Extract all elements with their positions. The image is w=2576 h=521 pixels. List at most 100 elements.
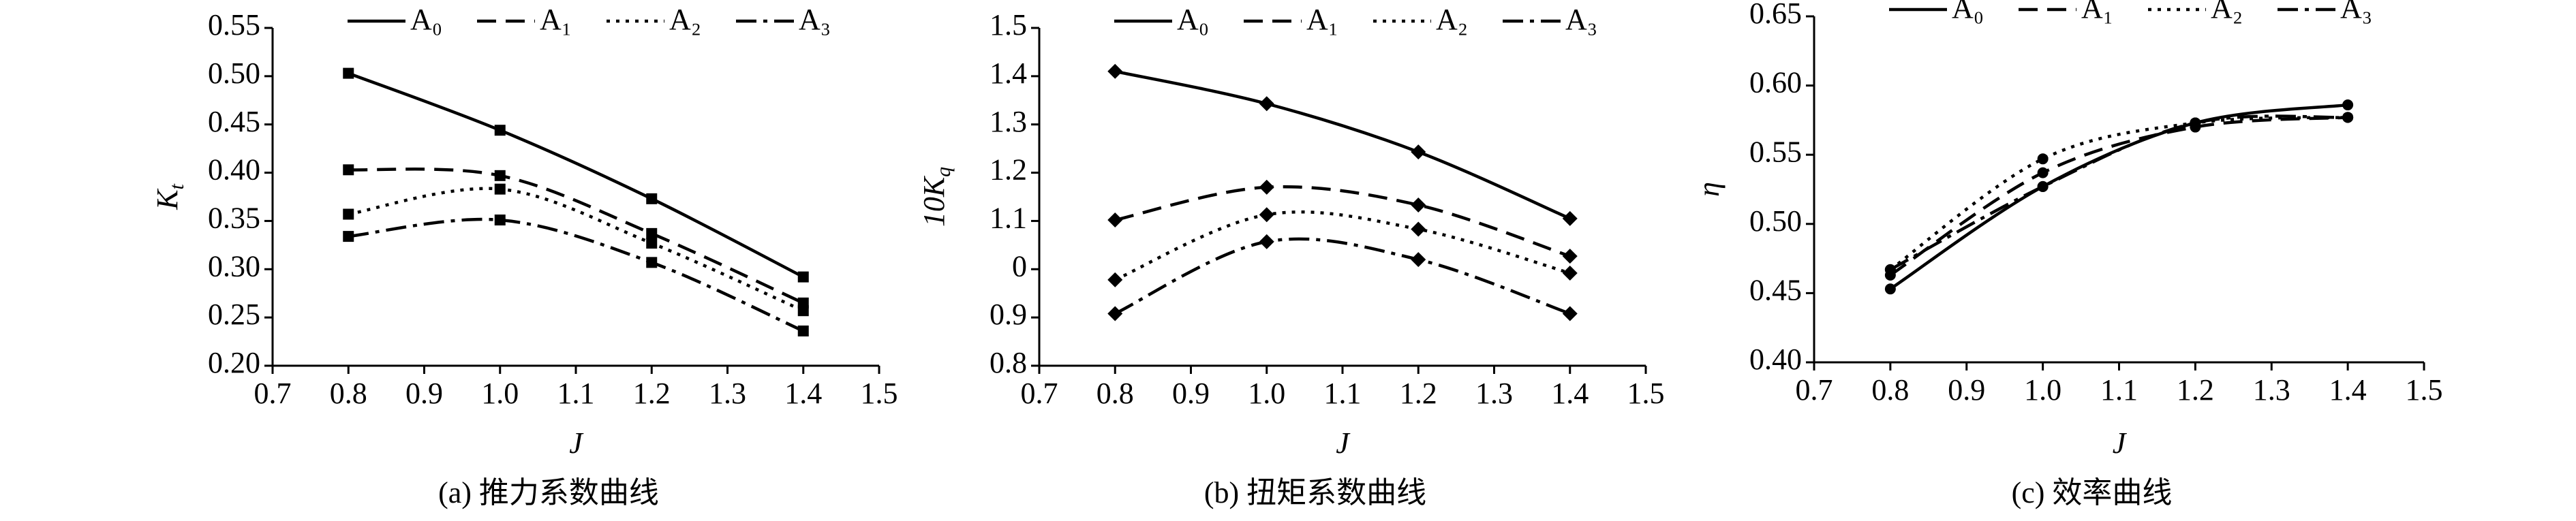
y-tick-label: 0.55 bbox=[208, 8, 260, 42]
legend-label: A₃ bbox=[799, 3, 831, 36]
x-tick-label: 0.9 bbox=[405, 377, 443, 410]
series-line bbox=[348, 72, 804, 279]
y-tick-label: 1.2 bbox=[990, 153, 1027, 187]
marker bbox=[2037, 180, 2049, 192]
marker bbox=[2342, 112, 2354, 123]
marker bbox=[1411, 144, 1426, 160]
marker bbox=[646, 257, 658, 268]
y-axis-label: Kt bbox=[151, 183, 188, 210]
y-tick-label: 0.50 bbox=[1749, 204, 1802, 238]
x-tick-label: 0.8 bbox=[1871, 373, 1909, 407]
y-axis-label-main: η bbox=[1692, 182, 1726, 197]
x-tick-label: 1.3 bbox=[2253, 373, 2290, 407]
legend-label: A₁ bbox=[2081, 0, 2113, 25]
legend-label: A₃ bbox=[2340, 0, 2372, 25]
marker bbox=[1562, 265, 1578, 281]
y-axis-label-main: 10K bbox=[917, 175, 951, 227]
y-axis-label-sub: t bbox=[166, 183, 188, 189]
x-tick-label: 1.0 bbox=[1248, 377, 1285, 410]
marker bbox=[494, 125, 506, 136]
marker bbox=[1107, 63, 1123, 79]
x-tick-label: 1.1 bbox=[2100, 373, 2138, 407]
series-line bbox=[348, 217, 804, 333]
y-tick-label: 0.60 bbox=[1749, 66, 1802, 99]
x-tick-label: 1.5 bbox=[2406, 373, 2443, 407]
y-tick-label: 0.55 bbox=[1749, 135, 1802, 168]
y-tick-label: 0 bbox=[1012, 249, 1027, 283]
y-tick-label: 0.25 bbox=[208, 298, 260, 331]
y-tick-label: 1.1 bbox=[990, 202, 1027, 235]
marker bbox=[646, 227, 658, 239]
series-line bbox=[1114, 237, 1571, 315]
marker bbox=[2342, 99, 2354, 111]
series-line bbox=[1889, 103, 2348, 291]
x-axis-label: J bbox=[2113, 426, 2128, 460]
marker bbox=[646, 193, 658, 204]
series-line bbox=[1889, 116, 2348, 277]
x-tick-label: 1.5 bbox=[861, 377, 898, 410]
marker bbox=[1562, 249, 1578, 264]
x-tick-label: 1.1 bbox=[1324, 377, 1362, 410]
x-tick-label: 1.0 bbox=[481, 377, 519, 410]
x-tick-label: 1.2 bbox=[633, 377, 671, 410]
x-tick-label: 1.0 bbox=[2024, 373, 2061, 407]
marker bbox=[1411, 252, 1426, 268]
marker bbox=[1107, 306, 1123, 321]
caption: (a) 推力系数曲线 bbox=[438, 476, 659, 509]
marker bbox=[343, 231, 354, 242]
y-tick-label: 0.9 bbox=[990, 298, 1027, 331]
y-tick-label: 0.30 bbox=[208, 249, 260, 283]
y-tick-label: 0.20 bbox=[208, 346, 260, 379]
y-tick-label: 0.8 bbox=[990, 346, 1027, 379]
x-tick-label: 1.3 bbox=[709, 377, 746, 410]
marker bbox=[1259, 234, 1274, 249]
marker bbox=[1884, 264, 1896, 275]
y-tick-label: 0.40 bbox=[1749, 343, 1802, 376]
marker bbox=[1411, 221, 1426, 237]
y-axis-label-sub: q bbox=[932, 167, 955, 177]
caption: (b) 扭矩系数曲线 bbox=[1204, 476, 1426, 509]
marker bbox=[1259, 207, 1274, 223]
x-tick-label: 0.9 bbox=[1172, 377, 1210, 410]
y-tick-label: 0.45 bbox=[208, 105, 260, 138]
x-tick-label: 0.8 bbox=[1097, 377, 1134, 410]
marker bbox=[797, 325, 809, 336]
marker bbox=[494, 215, 506, 226]
legend-label: A₂ bbox=[1436, 3, 1468, 36]
marker bbox=[1562, 306, 1578, 321]
series-line bbox=[1114, 69, 1571, 220]
legend-label: A₁ bbox=[540, 3, 572, 36]
marker bbox=[1259, 179, 1274, 195]
marker bbox=[1259, 96, 1274, 112]
marker bbox=[494, 183, 506, 195]
x-tick-label: 1.3 bbox=[1475, 377, 1513, 410]
legend-label: A₀ bbox=[1952, 0, 1984, 25]
series-line bbox=[1889, 114, 2348, 271]
y-tick-label: 0.45 bbox=[1749, 273, 1802, 306]
marker bbox=[1107, 212, 1123, 228]
marker bbox=[1107, 272, 1123, 287]
marker bbox=[797, 271, 809, 283]
y-axis-label-main: K bbox=[151, 188, 184, 210]
legend-label: A₀ bbox=[1177, 3, 1209, 36]
x-tick-label: 1.4 bbox=[1551, 377, 1589, 410]
marker bbox=[343, 208, 354, 220]
legend-label: A₁ bbox=[1306, 3, 1338, 36]
marker bbox=[343, 67, 354, 79]
x-tick-label: 1.5 bbox=[1627, 377, 1665, 410]
marker bbox=[646, 238, 658, 249]
x-tick-label: 0.7 bbox=[1021, 377, 1058, 410]
series-line bbox=[1889, 116, 2348, 271]
legend-label: A₀ bbox=[410, 3, 442, 36]
x-tick-label: 0.7 bbox=[1796, 373, 1833, 407]
y-tick-label: 0.40 bbox=[208, 153, 260, 187]
legend-label: A₃ bbox=[1565, 3, 1597, 36]
marker bbox=[797, 305, 809, 317]
y-axis-label: η bbox=[1692, 182, 1726, 197]
x-tick-label: 0.7 bbox=[254, 377, 292, 410]
x-tick-label: 1.1 bbox=[557, 377, 595, 410]
marker bbox=[1411, 198, 1426, 213]
marker bbox=[2037, 153, 2049, 165]
